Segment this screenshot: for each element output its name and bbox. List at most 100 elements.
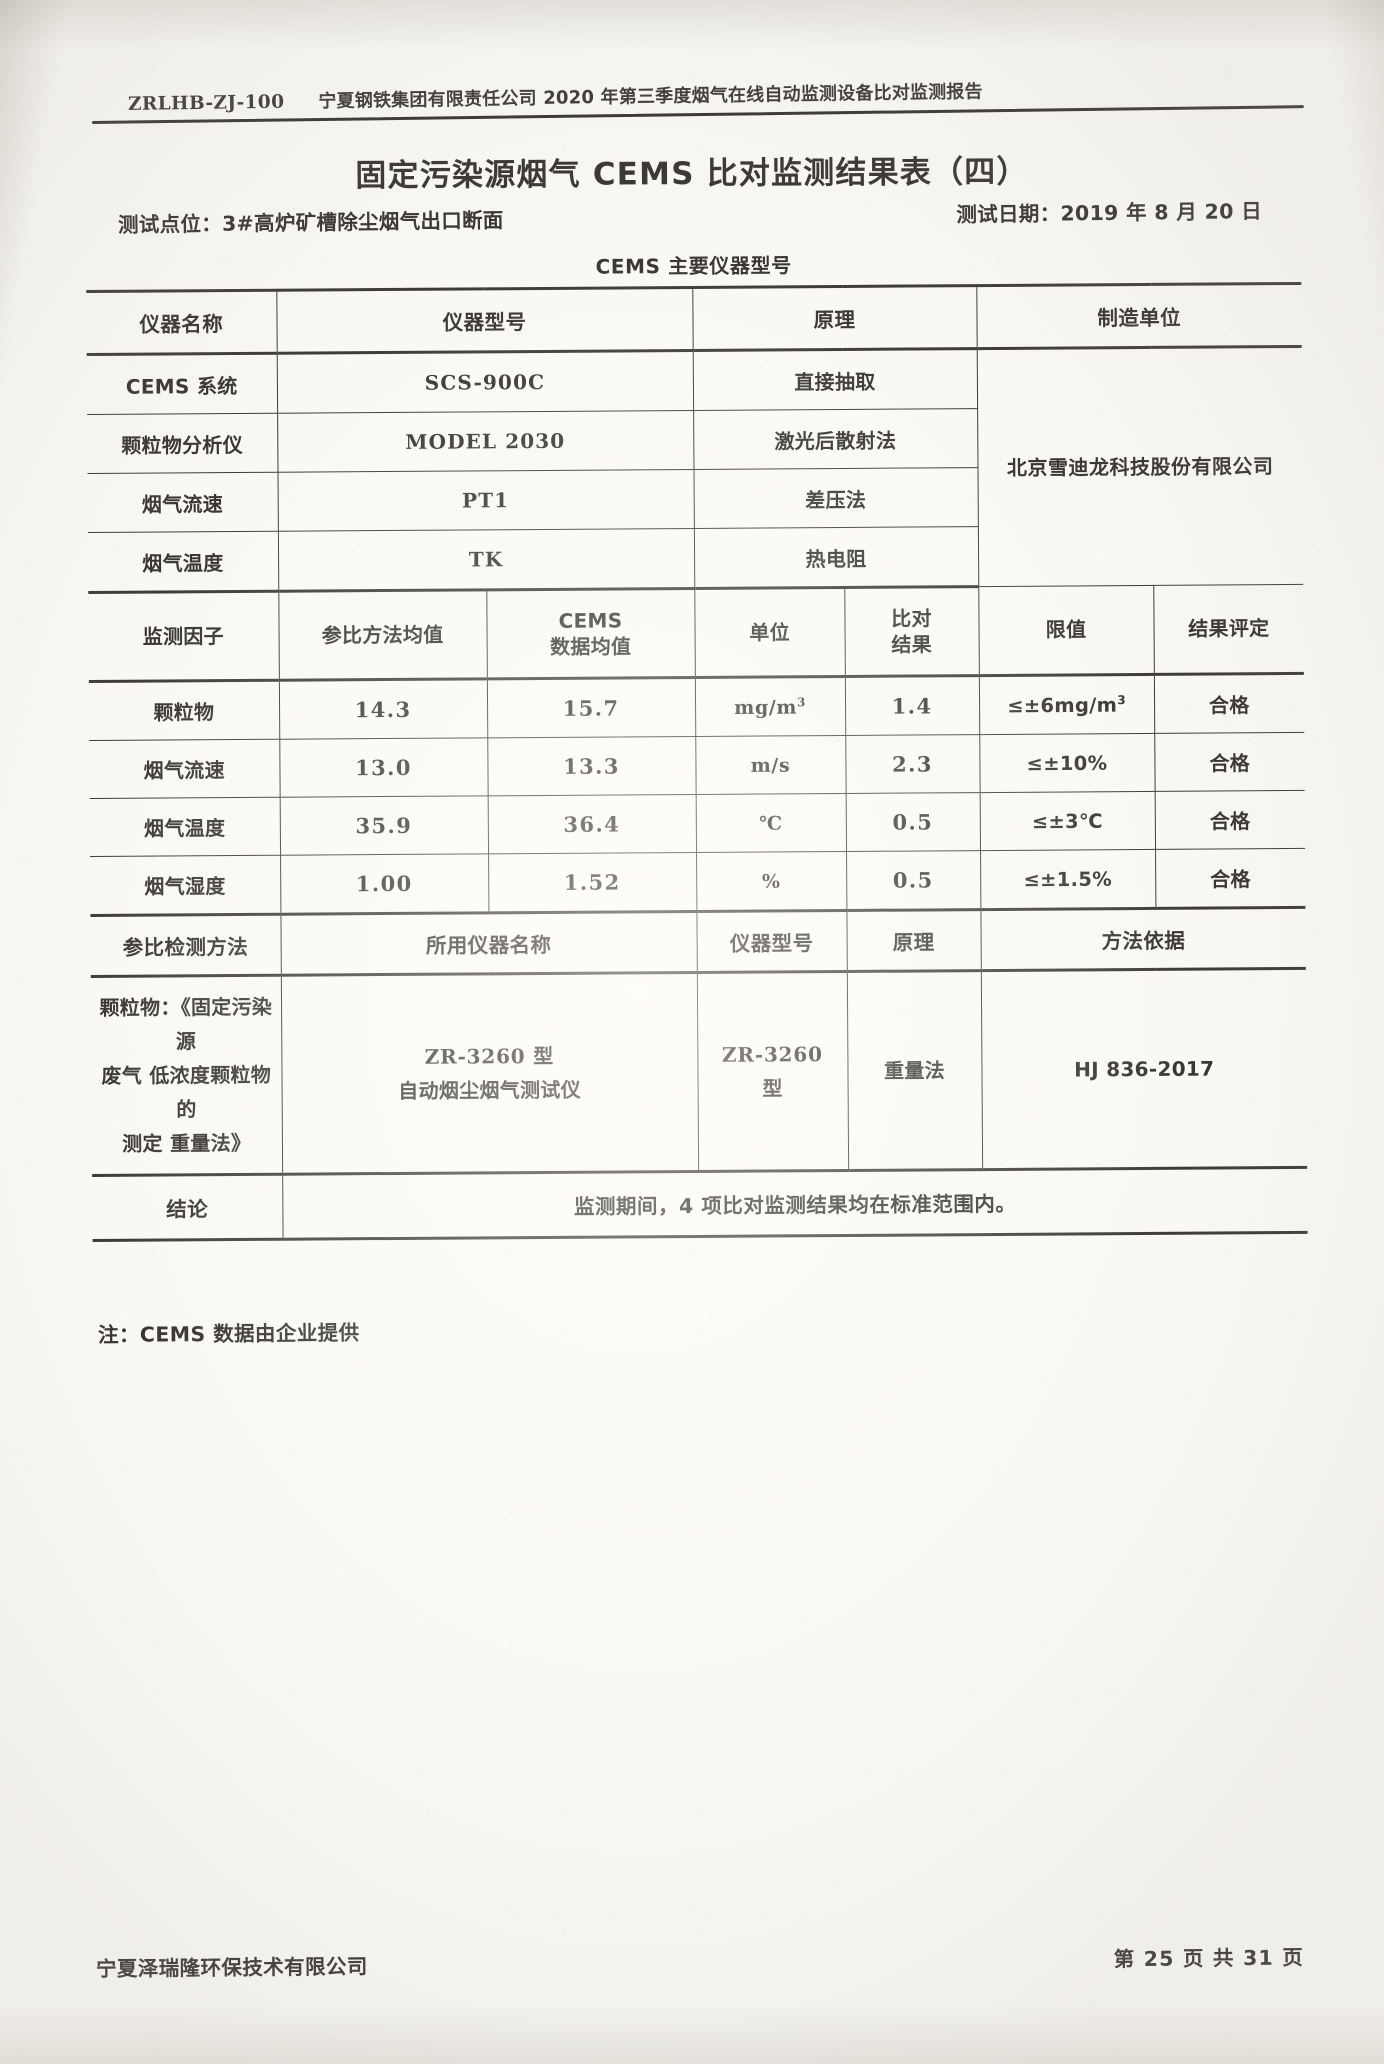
result-cems-mean: 15.7	[486, 677, 696, 738]
main-table-wrapper: CEMS 主要仪器型号 仪器名称 仪器型号 原理 制造单位 CEMS 系统 SC…	[86, 237, 1308, 1242]
result-limit: ≤±1.5%	[980, 849, 1156, 910]
table-row: 烟气湿度 1.00 1.52 % 0.5 ≤±1.5% 合格	[90, 848, 1306, 916]
col-instrument-manufacturer: 制造单位	[976, 283, 1302, 349]
result-verdict: 合格	[1154, 732, 1305, 792]
table-note: 注：CEMS 数据由企业提供	[97, 1320, 360, 1347]
reference-method-text: 颗粒物：《固定污染源 废气 低浓度颗粒物的 测定 重量法》	[90, 975, 283, 1176]
page-title: 固定污染源烟气 CEMS 比对监测结果表（四）	[355, 153, 1029, 195]
conclusion-label: 结论	[92, 1174, 283, 1241]
instrument-principle: 差压法	[693, 467, 978, 529]
result-limit-base: ≤±6mg/m	[1007, 693, 1118, 718]
used-instrument-line2: 自动烟尘烟气测试仪	[398, 1077, 582, 1103]
result-factor: 烟气湿度	[90, 855, 281, 916]
used-principle: 重量法	[846, 970, 983, 1171]
conclusion-row: 结论 监测期间，4 项比对监测结果均在标准范围内。	[92, 1167, 1308, 1241]
result-reference-mean: 14.3	[278, 678, 488, 740]
result-limit-sup: 3	[1117, 692, 1126, 707]
result-limit-base: ≤±3℃	[1031, 809, 1103, 833]
col-cems-mean: CEMS 数据均值	[486, 588, 695, 679]
result-unit: ℃	[695, 793, 847, 853]
instrument-name: 烟气流速	[87, 472, 278, 533]
col-used-instrument-name: 所用仪器名称	[280, 911, 697, 976]
result-unit-base: ℃	[759, 812, 783, 835]
conclusion-text: 监测期间，4 项比对监测结果均在标准范围内。	[282, 1167, 1308, 1240]
col-monitor-factor: 监测因子	[88, 591, 279, 682]
used-model-line1: ZR-3260	[721, 1042, 823, 1067]
result-compare: 1.4	[844, 675, 980, 736]
used-instrument-name: ZR-3260 型 自动烟尘烟气测试仪	[280, 972, 699, 1175]
instrument-manufacturer: 北京雪迪龙科技股份有限公司	[976, 346, 1304, 587]
col-instrument-model: 仪器型号	[276, 287, 693, 354]
footer-company: 宁夏泽瑞隆环保技术有限公司	[95, 1954, 368, 1981]
result-compare: 2.3	[845, 734, 980, 794]
result-verdict: 合格	[1154, 790, 1306, 850]
test-date-label: 测试日期：2019 年 8 月 20 日	[956, 199, 1263, 227]
instrument-name: CEMS 系统	[86, 353, 278, 415]
result-limit: ≤±10%	[979, 733, 1155, 793]
result-verdict: 合格	[1155, 848, 1306, 909]
result-verdict: 合格	[1153, 673, 1305, 734]
result-reference-mean: 1.00	[280, 853, 489, 915]
table-row: 颗粒物：《固定污染源 废气 低浓度颗粒物的 测定 重量法》 ZR-3260 型 …	[90, 968, 1308, 1176]
result-reference-mean: 35.9	[279, 795, 489, 856]
result-compare: 0.5	[845, 792, 981, 852]
instrument-principle: 直接抽取	[692, 348, 978, 411]
used-instrument-model: ZR-3260 型	[696, 971, 849, 1172]
instrument-model: TK	[277, 528, 695, 592]
result-factor: 烟气温度	[89, 797, 281, 857]
result-unit: %	[696, 851, 847, 912]
col-compare-result: 比对 结果	[844, 586, 979, 677]
col-reference-mean: 参比方法均值	[278, 589, 487, 681]
document-code: ZRLHB-ZJ-100	[127, 91, 285, 115]
footer-page-number: 第 25 页 共 31 页	[1113, 1945, 1305, 1972]
reference-method-header-row: 参比检测方法 所用仪器名称 仪器型号 原理 方法依据	[90, 907, 1306, 977]
result-cems-mean: 1.52	[488, 852, 697, 913]
col-cems-mean-line1: CEMS	[558, 608, 623, 633]
method-standard: HJ 836-2017	[980, 968, 1308, 1170]
instrument-principle: 热电阻	[693, 526, 979, 589]
running-header-title: 宁夏钢铁集团有限责任公司 2020 年第三季度烟气在线自动监测设备比对监测报告	[318, 81, 983, 113]
result-unit-base: m/s	[750, 754, 791, 777]
page-footer: 宁夏泽瑞隆环保技术有限公司 第 25 页 共 31 页	[96, 1940, 1304, 1982]
col-compare-line2: 结果	[891, 632, 933, 657]
result-cems-mean: 13.3	[487, 736, 696, 796]
reference-method-line3: 测定 重量法》	[122, 1130, 252, 1156]
col-unit: 单位	[694, 587, 845, 678]
instrument-name: 颗粒物分析仪	[87, 413, 278, 474]
col-instrument-principle: 原理	[692, 285, 977, 351]
col-cems-mean-line2: 数据均值	[549, 634, 632, 659]
result-factor: 烟气流速	[89, 739, 280, 799]
instrument-model: MODEL 2030	[277, 410, 694, 473]
instrument-band-title: CEMS 主要仪器型号	[86, 237, 1302, 292]
instrument-principle: 激光后散射法	[693, 408, 978, 470]
col-compare-line1: 比对	[891, 606, 932, 631]
col-verdict: 结果评定	[1153, 584, 1304, 675]
table-row: 颗粒物 14.3 15.7 mg/m3 1.4 ≤±6mg/m3 合格	[88, 673, 1305, 741]
used-model-line2: 型	[762, 1076, 783, 1101]
result-limit-base: ≤±1.5%	[1023, 867, 1113, 892]
test-site-label: 测试点位：3#高炉矿槽除尘烟气出口断面	[117, 208, 504, 237]
instrument-model: PT1	[277, 469, 694, 532]
col-reference-method: 参比检测方法	[90, 914, 281, 977]
result-unit: m/s	[695, 735, 846, 795]
table-row: 烟气温度 35.9 36.4 ℃ 0.5 ≤±3℃ 合格	[89, 790, 1306, 857]
result-factor: 颗粒物	[88, 680, 280, 741]
instrument-band-row: CEMS 主要仪器型号	[86, 237, 1302, 292]
cems-comparison-table: CEMS 主要仪器型号 仪器名称 仪器型号 原理 制造单位 CEMS 系统 SC…	[86, 237, 1308, 1242]
test-meta-row: 测试点位：3#高炉矿槽除尘烟气出口断面 测试日期：2019 年 8 月 20 日	[118, 194, 1274, 238]
result-limit-base: ≤±10%	[1026, 751, 1108, 776]
reference-method-line1: 颗粒物：《固定污染源	[99, 994, 273, 1054]
col-used-principle: 原理	[846, 909, 981, 972]
table-row: CEMS 系统 SCS-900C 直接抽取 北京雪迪龙科技股份有限公司	[86, 346, 1304, 587]
col-method-standard: 方法依据	[980, 907, 1306, 971]
instrument-name: 烟气温度	[87, 531, 279, 593]
result-unit-base: %	[761, 870, 781, 893]
result-limit: ≤±6mg/m3	[978, 674, 1155, 735]
result-cems-mean: 36.4	[487, 794, 697, 854]
result-compare: 0.5	[846, 850, 981, 911]
result-limit: ≤±3℃	[979, 791, 1156, 851]
used-instrument-line1: ZR-3260 型	[424, 1043, 555, 1069]
col-used-instrument-model: 仪器型号	[696, 910, 847, 973]
instrument-header-row: 仪器名称 仪器型号 原理 制造单位	[86, 283, 1302, 355]
